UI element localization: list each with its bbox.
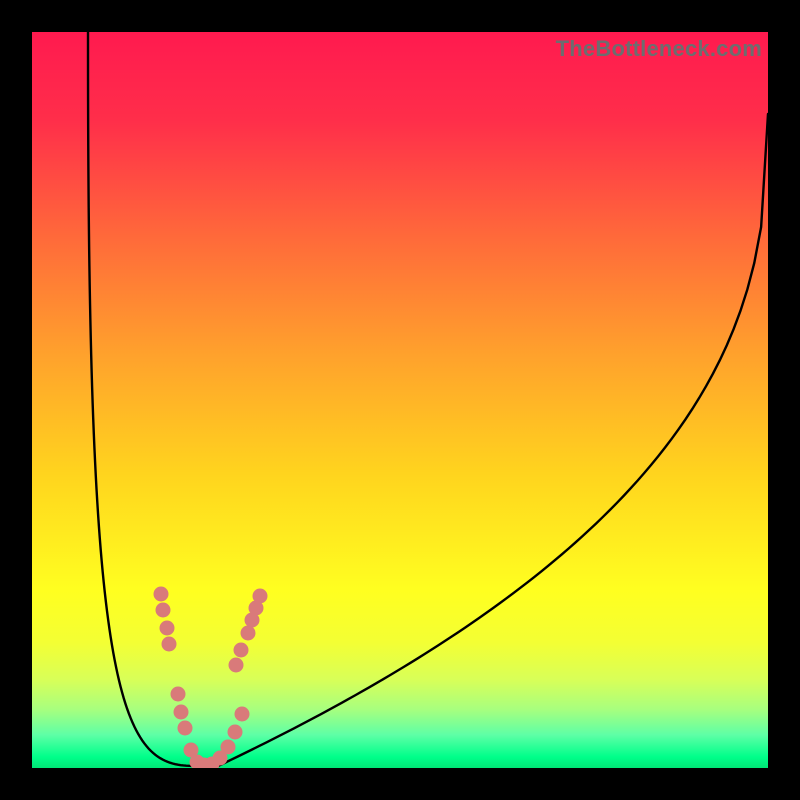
data-marker [171,687,186,702]
data-marker [234,643,249,658]
data-marker [221,740,236,755]
data-marker [229,658,244,673]
data-marker [160,621,175,636]
data-marker [154,587,169,602]
plot-area: TheBottleneck.com [32,32,768,768]
chart-border: TheBottleneck.com [0,0,800,800]
v-curve [32,32,768,768]
data-marker [228,725,243,740]
data-marker [156,603,171,618]
data-marker [174,705,189,720]
data-marker [241,626,256,641]
data-marker [162,637,177,652]
data-marker [235,707,250,722]
data-marker [253,589,268,604]
data-marker [178,721,193,736]
